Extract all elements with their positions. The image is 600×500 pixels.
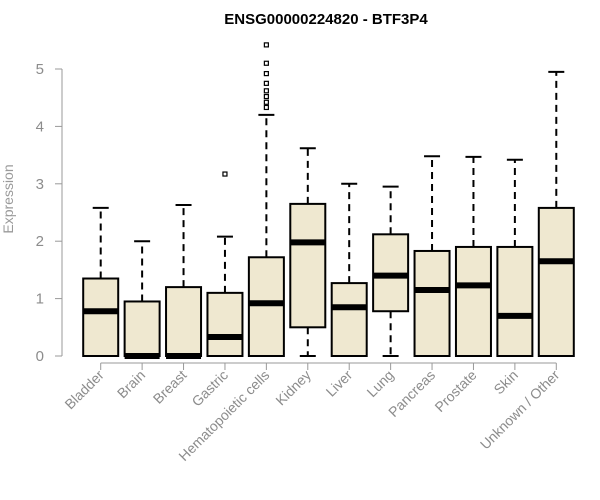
box-body <box>454 245 492 357</box>
box-prostate <box>454 155 492 357</box>
y-tick-label: 4 <box>36 118 44 135</box>
box-body <box>496 245 534 357</box>
box-breast <box>165 204 203 359</box>
box-gastric <box>206 171 244 357</box>
box-body <box>165 286 203 357</box>
box-body <box>82 277 120 358</box>
x-tick-label: Breast <box>150 367 190 407</box>
outlier-point <box>263 80 269 86</box>
y-axis-label: Expression <box>0 164 16 233</box>
outlier-point <box>263 99 269 105</box>
box-liver <box>330 182 368 357</box>
y-tick-label: 1 <box>36 291 44 308</box>
box-body <box>537 206 575 357</box>
box-kidney <box>289 147 327 357</box>
outlier-point <box>263 93 269 100</box>
outlier-point <box>263 60 269 66</box>
plot-area <box>82 42 575 359</box>
box-body <box>247 256 285 357</box>
box-body <box>289 202 327 329</box>
x-tick-label: Bladder <box>61 367 107 413</box>
box-lung <box>372 185 410 357</box>
outlier-point <box>263 88 269 94</box>
x-tick-label: Lung <box>363 367 396 400</box>
box-body <box>206 291 244 357</box>
box-bladder <box>82 206 120 358</box>
box-body <box>413 249 451 357</box>
y-tick-label: 0 <box>36 348 44 365</box>
box-unknown-other <box>537 70 575 357</box>
x-tick-label: Unknown / Other <box>477 367 563 453</box>
y-tick-label: 3 <box>36 176 44 193</box>
y-tick-label: 2 <box>36 233 44 250</box>
box-skin <box>496 158 534 357</box>
x-tick-label: Kidney <box>272 367 314 409</box>
x-tick-label: Skin <box>490 367 521 398</box>
box-hematopoietic-cells <box>247 42 285 357</box>
x-tick-label: Liver <box>323 367 356 400</box>
box-body <box>330 282 368 357</box>
box-pancreas <box>413 155 451 357</box>
x-tick-label: Brain <box>114 367 148 401</box>
y-axis: 0 1 2 3 4 5 <box>36 61 63 365</box>
chart-title: ENSG00000224820 - BTF3P4 <box>224 11 428 28</box>
outlier-point <box>263 70 269 77</box>
outlier-point <box>263 42 269 48</box>
box-body <box>123 300 161 357</box>
outlier-point <box>222 171 228 177</box>
x-tick-label: Prostate <box>431 367 479 415</box>
box-brain <box>123 240 161 359</box>
y-tick-label: 5 <box>36 61 44 78</box>
outlier-point <box>263 104 269 111</box>
